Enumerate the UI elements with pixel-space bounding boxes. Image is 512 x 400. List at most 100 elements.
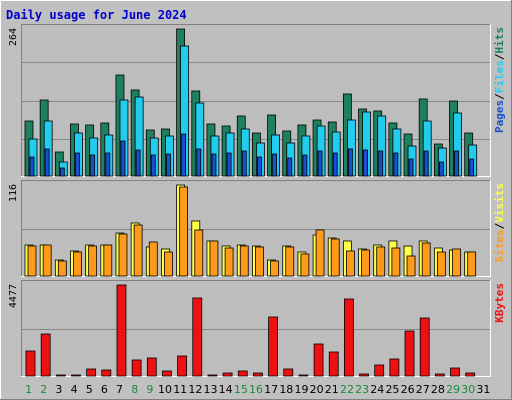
bar-pages-day-23 <box>363 149 368 177</box>
bar-kbytes-day-25 <box>389 358 400 377</box>
x-label-day-8: 8 <box>131 383 138 396</box>
bar-kbytes-day-15 <box>237 370 248 377</box>
legend-pages: Pages <box>493 100 506 133</box>
bar-pages-day-8 <box>135 149 141 177</box>
bar-kbytes-day-11 <box>177 355 188 377</box>
bar-pages-day-28 <box>438 161 444 177</box>
bar-kbytes-day-9 <box>146 357 157 377</box>
legend-separator: / <box>493 222 506 229</box>
bar-sites-day-28 <box>436 251 446 277</box>
legend-visits: Visits <box>493 183 506 223</box>
x-label-day-25: 25 <box>385 383 399 396</box>
bar-pages-day-18 <box>287 157 293 177</box>
visits-sites-max-label: 116 <box>8 184 19 202</box>
kbytes-legend: KBytes <box>493 283 506 323</box>
bar-pages-day-27 <box>423 150 429 177</box>
bar-kbytes-day-22 <box>343 298 354 377</box>
bar-kbytes-day-7 <box>116 284 127 377</box>
x-label-day-31: 31 <box>476 383 490 396</box>
bar-kbytes-day-16 <box>253 372 263 377</box>
bar-sites-day-20 <box>315 229 325 277</box>
bar-kbytes-day-27 <box>419 317 430 377</box>
bar-sites-day-8 <box>133 224 143 277</box>
legend-separator: / <box>493 93 506 100</box>
x-label-day-29: 29 <box>446 383 460 396</box>
legend-kbytes: KBytes <box>493 283 506 323</box>
bar-kbytes-day-30 <box>465 372 476 377</box>
bar-kbytes-day-13 <box>207 374 218 377</box>
x-label-day-30: 30 <box>461 383 475 396</box>
kbytes-panel: 4477 KBytes <box>8 280 506 377</box>
x-label-day-11: 11 <box>173 383 187 396</box>
x-label-day-3: 3 <box>55 383 62 396</box>
bar-kbytes-day-8 <box>131 359 142 377</box>
bar-kbytes-day-24 <box>374 364 385 377</box>
bar-pages-day-29 <box>454 150 459 177</box>
bar-kbytes-day-21 <box>328 351 339 377</box>
bar-pages-day-12 <box>196 148 202 177</box>
bar-sites-day-16 <box>255 246 264 277</box>
x-label-day-14: 14 <box>219 383 233 396</box>
bar-kbytes-day-26 <box>404 330 415 377</box>
x-label-day-15: 15 <box>234 383 248 396</box>
bar-kbytes-day-23 <box>359 373 369 377</box>
bar-kbytes-day-20 <box>313 343 324 377</box>
bar-sites-day-25 <box>391 247 401 277</box>
bar-sites-day-24 <box>376 246 386 277</box>
bar-kbytes-day-5 <box>86 368 97 377</box>
x-label-day-6: 6 <box>101 383 108 396</box>
bar-pages-day-5 <box>90 154 96 177</box>
bar-sites-day-4 <box>73 251 82 277</box>
bar-sites-day-7 <box>118 233 128 277</box>
bar-pages-day-13 <box>211 153 217 177</box>
bar-sites-day-12 <box>194 229 204 277</box>
bar-pages-day-24 <box>378 150 384 177</box>
visits-sites-panel: 116 Sites/Visits <box>8 180 506 277</box>
bar-sites-day-14 <box>224 247 234 277</box>
bar-pages-day-4 <box>75 152 80 177</box>
x-label-day-20: 20 <box>310 383 324 396</box>
bar-pages-day-30 <box>469 158 475 177</box>
bar-sites-day-11 <box>179 186 189 277</box>
x-label-day-16: 16 <box>249 383 263 396</box>
bar-pages-day-9 <box>150 154 156 177</box>
bar-pages-day-1 <box>29 156 35 177</box>
bar-kbytes-day-14 <box>222 372 233 377</box>
bar-pages-day-17 <box>272 153 277 177</box>
hits-files-pages-max-label: 264 <box>8 28 19 46</box>
bar-sites-day-23 <box>361 249 370 277</box>
x-label-day-24: 24 <box>370 383 384 396</box>
bar-sites-day-18 <box>285 246 295 277</box>
x-label-day-22: 22 <box>340 383 354 396</box>
bar-sites-day-1 <box>27 245 37 277</box>
bar-pages-day-10 <box>166 153 171 177</box>
bar-sites-day-26 <box>406 255 416 277</box>
x-label-day-4: 4 <box>71 383 78 396</box>
x-label-day-12: 12 <box>188 383 202 396</box>
bar-kbytes-day-18 <box>283 368 294 377</box>
chart-title: Daily usage for June 2024 <box>6 8 187 22</box>
x-label-day-18: 18 <box>279 383 293 396</box>
bar-sites-day-29 <box>452 248 461 277</box>
bar-sites-day-15 <box>239 245 249 277</box>
bar-kbytes-day-2 <box>40 333 51 377</box>
legend-separator: / <box>493 53 506 60</box>
bar-sites-day-9 <box>148 241 158 277</box>
x-label-day-1: 1 <box>25 383 32 396</box>
bar-sites-day-21 <box>330 238 340 277</box>
visits-sites-legend: Sites/Visits <box>493 183 506 263</box>
bar-kbytes-day-3 <box>55 374 66 377</box>
x-label-day-28: 28 <box>431 383 445 396</box>
bar-pages-day-7 <box>120 140 126 177</box>
x-label-day-19: 19 <box>294 383 308 396</box>
bar-pages-day-25 <box>393 152 399 177</box>
bar-kbytes-day-4 <box>71 374 81 377</box>
bar-pages-day-20 <box>317 150 323 177</box>
legend-hits: Hits <box>493 27 506 54</box>
bar-sites-day-19 <box>300 253 310 277</box>
bar-kbytes-day-12 <box>192 297 203 377</box>
x-label-day-9: 9 <box>146 383 153 396</box>
bar-pages-day-15 <box>241 150 247 177</box>
